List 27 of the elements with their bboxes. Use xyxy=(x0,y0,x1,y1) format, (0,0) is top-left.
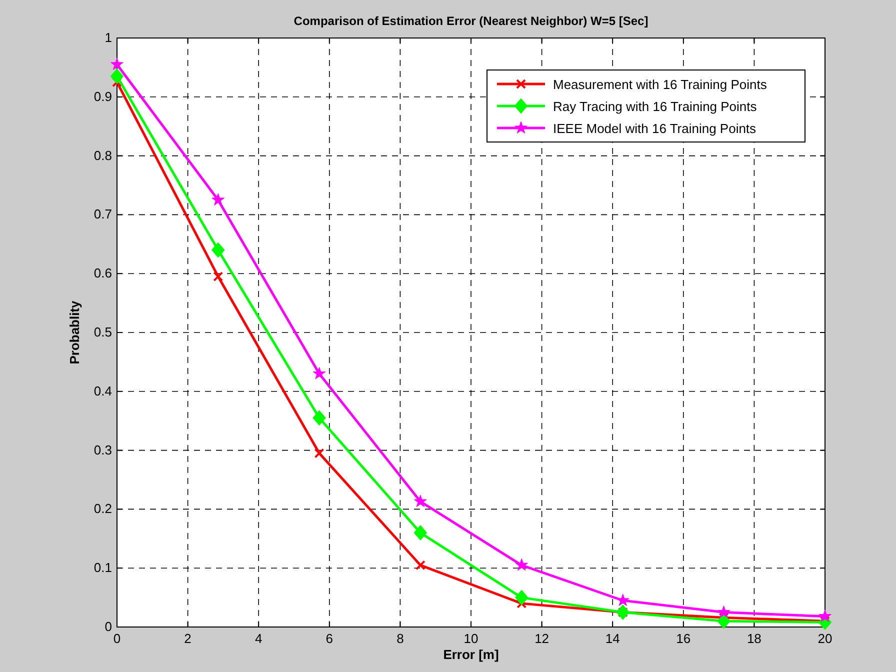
x-tick-label: 18 xyxy=(746,631,762,646)
x-tick-label: 4 xyxy=(254,631,262,646)
y-axis-title: Probablity xyxy=(67,300,82,364)
y-tick-label: 0.6 xyxy=(94,266,112,281)
x-axis-title: Error [m] xyxy=(443,647,499,662)
y-tick-label: 0.8 xyxy=(94,148,112,163)
y-tick-label: 0.1 xyxy=(94,560,112,576)
y-tick-label: 0.2 xyxy=(94,501,112,516)
legend-label: Ray Tracing with 16 Training Points xyxy=(553,99,758,114)
legend-label: Measurement with 16 Training Points xyxy=(553,77,768,92)
y-tick-label: 0 xyxy=(104,619,112,634)
y-tick-label: 0.9 xyxy=(94,88,112,104)
y-tick-label: 0.4 xyxy=(94,383,112,398)
x-tick-label: 16 xyxy=(676,631,691,646)
x-tick-label: 6 xyxy=(326,631,334,646)
y-tick-label: 0.3 xyxy=(94,442,112,458)
x-tick-label: 12 xyxy=(534,631,550,646)
chart-title: Comparison of Estimation Error (Nearest Neighbor) W=5 [Sec] xyxy=(294,14,648,28)
legend-label: IEEE Model with 16 Training Points xyxy=(553,121,757,136)
y-tick-label: 0.7 xyxy=(94,206,112,222)
x-tick-label: 14 xyxy=(605,631,620,646)
x-tick-label: 20 xyxy=(818,631,832,646)
x-tick-label: 2 xyxy=(184,631,192,646)
y-tick-label: 1 xyxy=(104,30,112,45)
y-tick-label: 0.5 xyxy=(94,324,112,340)
x-tick-label: 10 xyxy=(464,631,478,646)
x-tick-label: 8 xyxy=(396,631,404,646)
